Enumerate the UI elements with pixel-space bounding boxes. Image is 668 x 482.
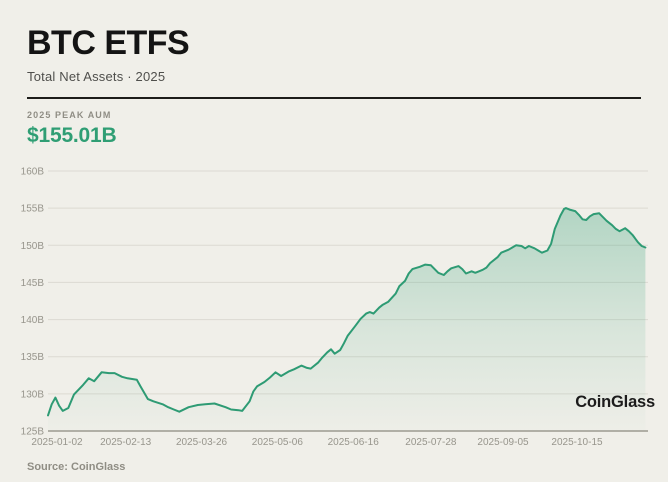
y-axis-label: 135B bbox=[21, 352, 45, 363]
series-line bbox=[47, 207, 647, 417]
y-axis-label: 130B bbox=[21, 389, 45, 400]
y-axis-label: 145B bbox=[21, 278, 45, 289]
peak-aum-value: $155.01B bbox=[27, 124, 117, 147]
page-subtitle: Total Net Assets · 2025 bbox=[27, 69, 166, 84]
peak-stat: 2025 PEAK AUM $155.01B bbox=[0, 99, 668, 148]
page-title: BTC ETFS bbox=[27, 24, 190, 62]
header-divider bbox=[27, 97, 641, 99]
x-axis-label: 2025-07-28 bbox=[405, 437, 457, 448]
coinglass-watermark: CoinGlass bbox=[575, 393, 655, 411]
x-axis-label: 2025-05-06 bbox=[252, 437, 304, 448]
source-attribution: Source: CoinGlass bbox=[27, 461, 126, 473]
x-axis-label: 2025-06-16 bbox=[328, 437, 380, 448]
y-axis-label: 140B bbox=[21, 315, 45, 326]
x-axis-label: 2025-03-26 bbox=[176, 437, 228, 448]
aum-chart: 160B 155B 150B 145B 140B 135B 130B 125B 2025-01-… bbox=[0, 155, 668, 455]
header: BTC ETFS Total Net Assets · 2025 bbox=[0, 0, 668, 84]
y-axis-label: 160B bbox=[21, 166, 45, 177]
area-fill bbox=[48, 208, 646, 431]
y-axis-label: 155B bbox=[21, 204, 45, 215]
aum-area-chart-canvas[interactable]: 160B 155B 150B 145B 140B 135B 130B 125B2025-01-… bbox=[0, 155, 668, 455]
x-axis-label: 2025-01-02 bbox=[31, 437, 83, 448]
x-axis-label: 2025-09-05 bbox=[477, 437, 529, 448]
y-axis-label: 150B bbox=[21, 241, 45, 252]
x-axis-label: 2025-02-13 bbox=[100, 437, 152, 448]
peak-aum-label: 2025 PEAK AUM bbox=[27, 110, 112, 120]
y-axis-label: 125B bbox=[21, 427, 45, 438]
x-axis-label: 2025-10-15 bbox=[551, 437, 603, 448]
